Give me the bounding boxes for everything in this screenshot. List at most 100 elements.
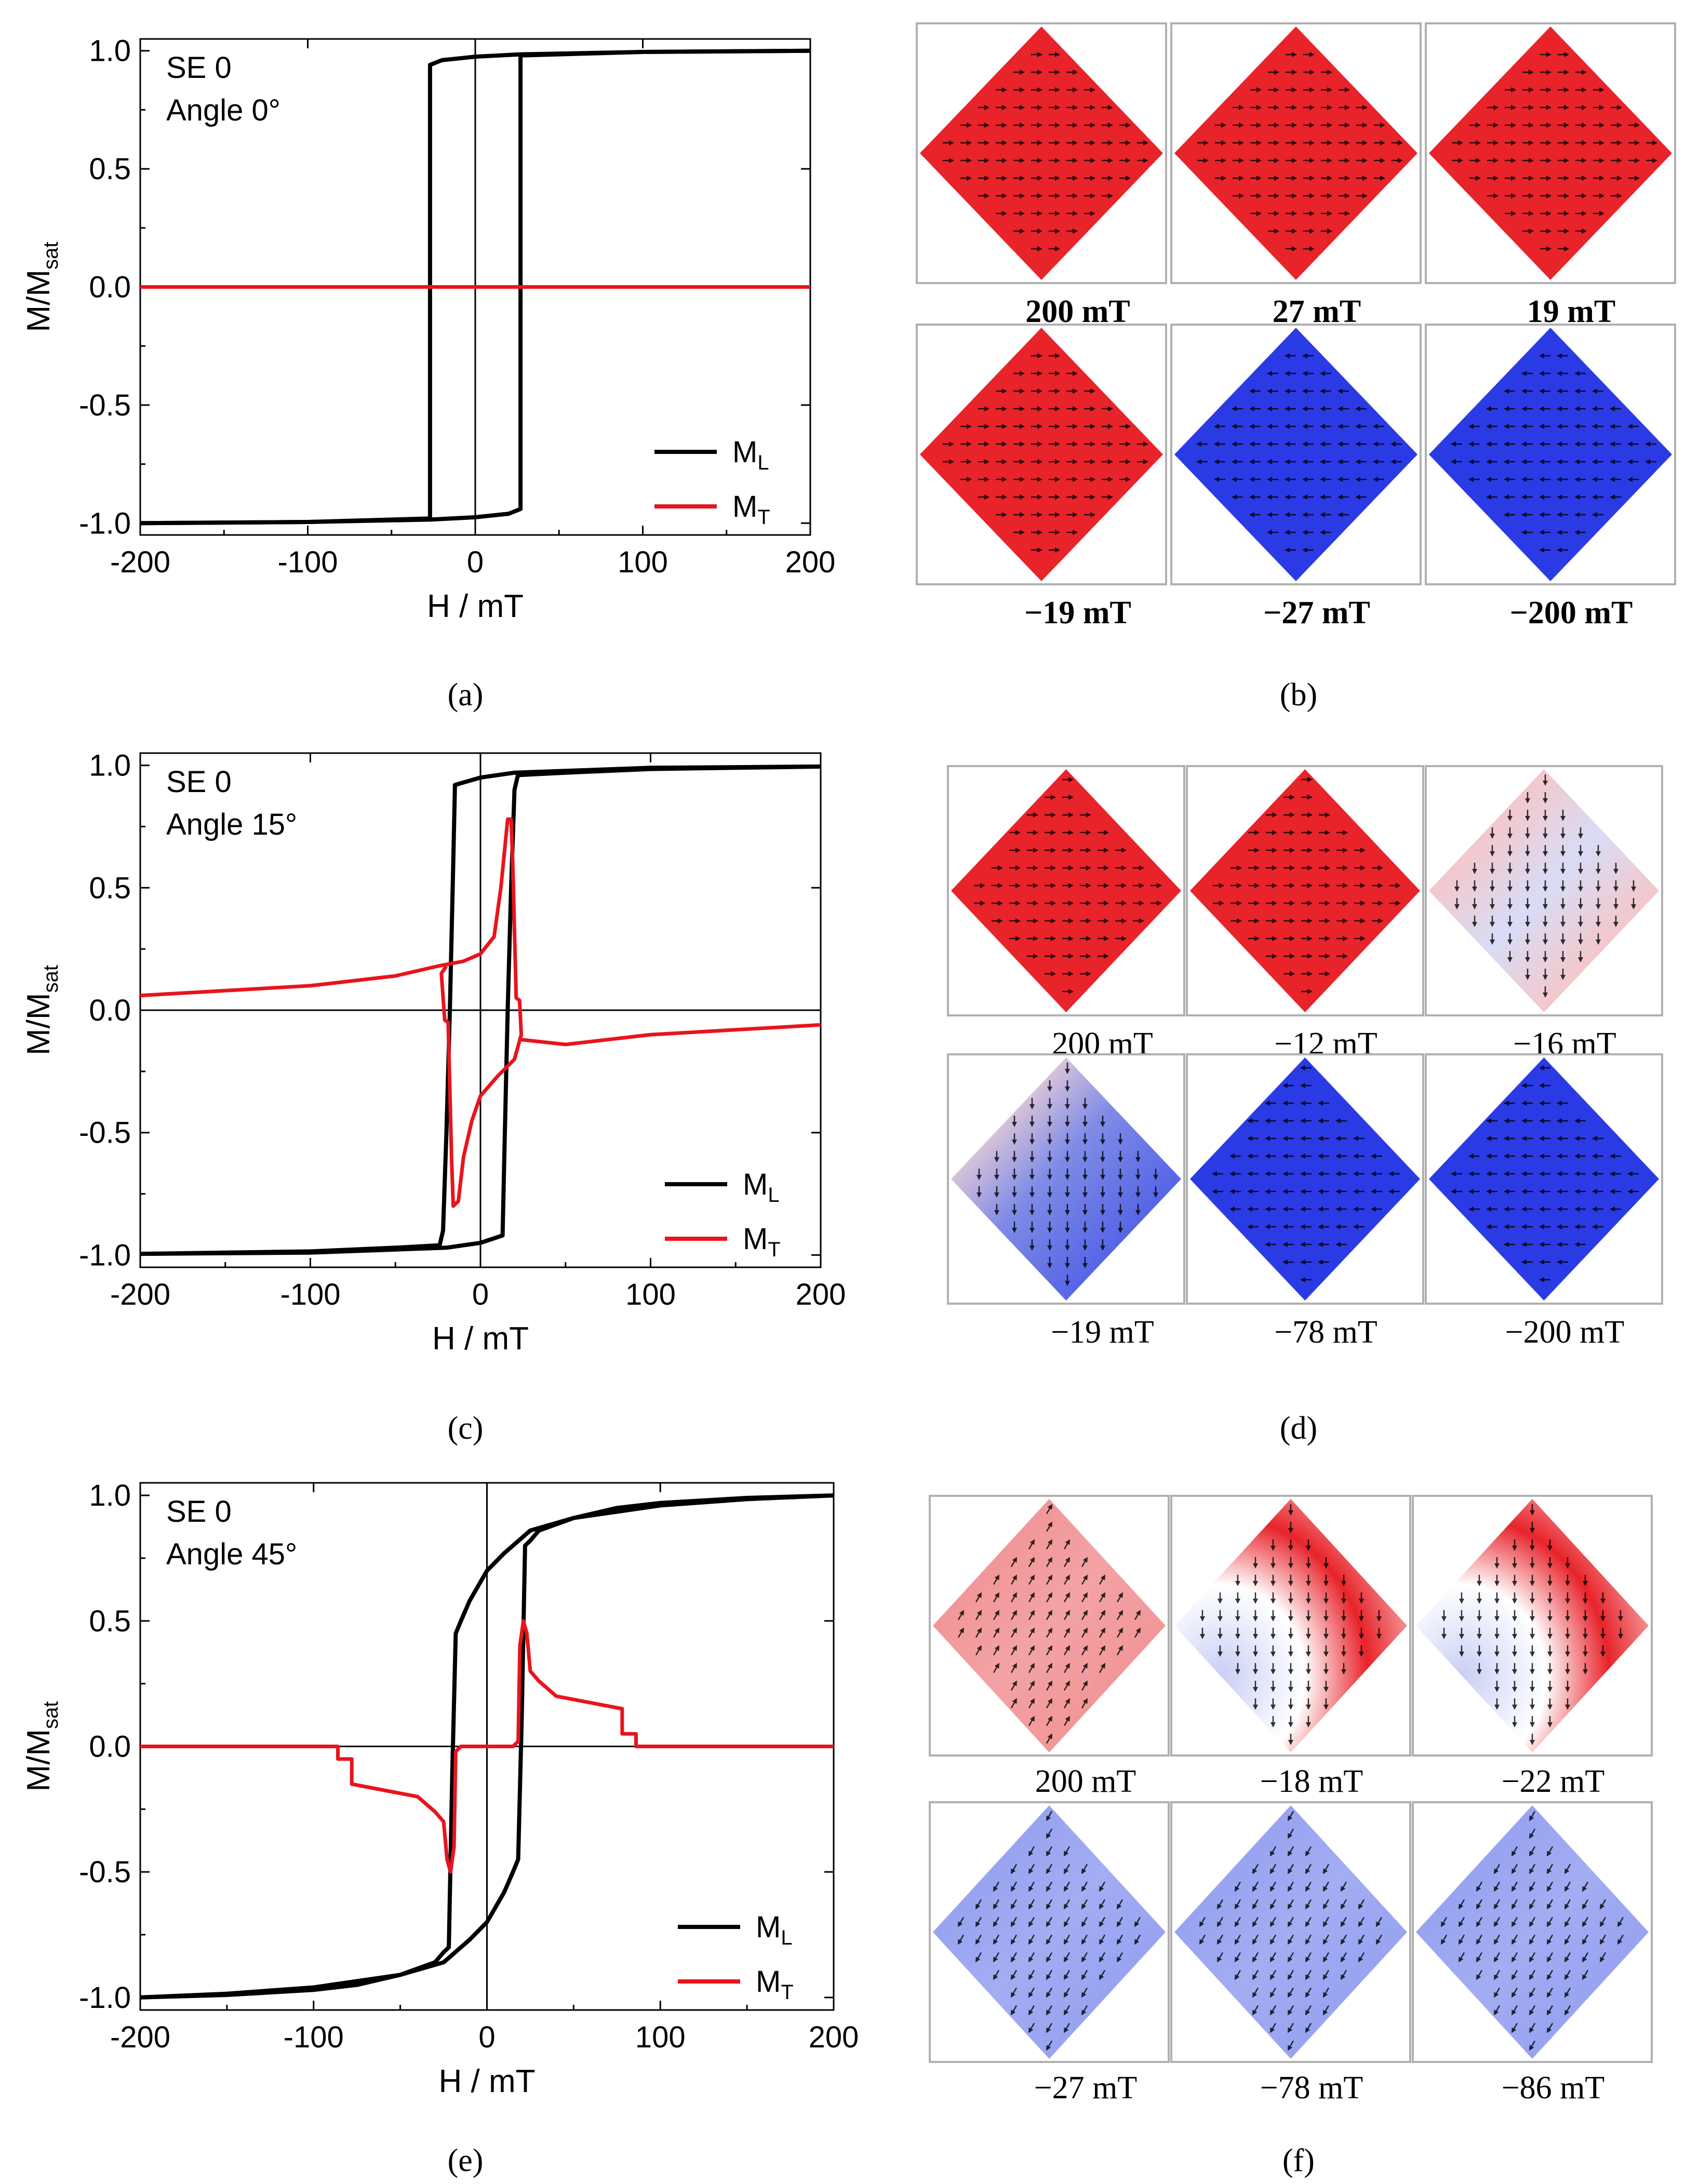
magnetization-arrow (1063, 1627, 1071, 1638)
magnetization-arrow (1269, 1846, 1277, 1857)
x-axis-label: H / mT (432, 1321, 529, 1357)
magnetization-arrow (1564, 1899, 1571, 1910)
magnetization-arrow (1046, 1846, 1053, 1857)
chart-annotation: SE 0 (166, 765, 232, 799)
magnetization-arrow (993, 1881, 1000, 1892)
simulation-tile: −16 mT (1425, 765, 1663, 1062)
magnetization-arrow (1046, 1539, 1053, 1550)
magnetization-arrow (1617, 1917, 1624, 1927)
magnetization-arrow (1028, 1716, 1035, 1726)
magnetization-arrow (993, 1574, 1000, 1585)
field-value-label: −18 mT (1260, 1764, 1363, 1799)
magnetization-arrow (1269, 1899, 1277, 1910)
field-value-label: −200 mT (1505, 1315, 1625, 1350)
magnetization-arrow (1028, 1952, 1035, 1963)
magnetization-field (1174, 26, 1417, 280)
field-value-label: 200 mT (1025, 294, 1130, 329)
magnetization-arrow (1028, 1899, 1035, 1910)
magnetization-arrow (1511, 2022, 1518, 2033)
series-MT (140, 1619, 834, 1874)
magnetization-arrow (1564, 1934, 1571, 1945)
field-value-label: −27 mT (1263, 595, 1370, 631)
magnetization-arrow (1287, 1934, 1294, 1945)
magnetization-arrow (1063, 1574, 1071, 1585)
magnetization-arrow (1010, 1952, 1018, 1963)
magnetization-arrow (1252, 1899, 1259, 1910)
y-axis-label: M/Msat (21, 242, 62, 332)
magnetization-arrow (1234, 1917, 1241, 1927)
magnetization-arrow (1287, 1828, 1294, 1839)
magnetization-arrow (1582, 1881, 1589, 1892)
magnetization-arrow (1599, 1899, 1607, 1910)
magnetization-arrow (993, 1610, 1000, 1620)
magnetization-arrow (1010, 1557, 1018, 1567)
magnetization-arrow (1063, 1881, 1071, 1892)
magnetization-arrow (1529, 1846, 1536, 1857)
magnetization-arrow (1529, 1899, 1536, 1910)
magnetization-arrow (1116, 1610, 1123, 1620)
x-tick-label: -200 (110, 1278, 170, 1311)
magnetization-arrow (1529, 1934, 1536, 1945)
magnetization-arrow (1028, 1663, 1035, 1673)
panel-label-c: (c) (448, 1411, 484, 1446)
series-ML (140, 1493, 834, 2000)
magnetization-arrow (1063, 1610, 1071, 1620)
magnetization-arrow (1010, 2005, 1018, 2016)
magnetization-arrow (1046, 1934, 1053, 1945)
magnetization-arrow (975, 1645, 982, 1656)
magnetization-arrow (1493, 1934, 1501, 1945)
magnetization-arrow (1252, 2005, 1259, 2016)
series-MT (521, 1023, 821, 1047)
x-tick-label: -200 (110, 545, 170, 579)
magnetization-arrow (1063, 1645, 1071, 1656)
magnetization-arrow (1046, 1645, 1053, 1656)
magnetization-arrow (1511, 1917, 1518, 1927)
magnetization-arrow (1046, 1733, 1053, 1744)
magnetization-arrow (1063, 1917, 1071, 1927)
magnetization-arrow (1375, 1917, 1383, 1927)
magnetization-arrow (1305, 1864, 1312, 1874)
magnetization-arrow (1252, 1934, 1259, 1945)
field-value-label: −19 mT (1024, 595, 1131, 631)
magnetization-arrow (1546, 1934, 1554, 1945)
magnetization-arrow (1287, 2022, 1294, 2033)
y-tick-label: 0.5 (89, 871, 131, 905)
magnetization-arrow (1134, 1917, 1141, 1927)
magnetization-arrow (1458, 1952, 1465, 1963)
y-tick-label: -1.0 (79, 1981, 131, 2015)
x-tick-label: 200 (809, 2020, 859, 2054)
magnetization-arrow (1564, 1952, 1571, 1963)
field-value-label: −200 mT (1510, 595, 1633, 631)
magnetization-arrow (993, 1645, 1000, 1656)
magnetization-arrow (1252, 1987, 1259, 1998)
simulation-tile: 200 mT (929, 1495, 1170, 1799)
magnetization-arrow (1322, 1864, 1330, 1874)
magnetization-arrow (1116, 1592, 1123, 1603)
magnetization-arrow (1546, 1899, 1554, 1910)
magnetization-arrow (1028, 1592, 1035, 1603)
magnetization-field (1190, 769, 1420, 1012)
magnetization-arrow (1493, 1917, 1501, 1927)
magnetization-arrow (1305, 1881, 1312, 1892)
magnetization-arrow (1287, 1846, 1294, 1857)
magnetization-arrow (1440, 1934, 1448, 1945)
magnetization-arrow (1028, 1610, 1035, 1620)
magnetization-arrow (1287, 1952, 1294, 1963)
magnetization-arrow (1340, 1969, 1347, 1980)
magnetization-arrow (1199, 1934, 1206, 1945)
magnetization-field (951, 769, 1181, 1012)
magnetization-arrow (1046, 1610, 1053, 1620)
magnetization-arrow (1046, 1811, 1053, 1821)
magnetization-arrow (1081, 1698, 1088, 1709)
chart-annotation: Angle 45° (166, 1537, 297, 1571)
magnetization-arrow (1440, 1917, 1448, 1927)
magnetization-arrow (1287, 1899, 1294, 1910)
magnetization-arrow (1511, 2005, 1518, 2016)
magnetization-arrow (1287, 1864, 1294, 1874)
magnetization-arrow (1529, 2022, 1536, 2033)
magnetization-arrow (1063, 1987, 1071, 1998)
chart-a: -200 -100 0 100 200 1.0 0.5 0.0 -0.5 -1.0 H / mT M/… (21, 34, 835, 624)
simulation-tile: −78 mT (1170, 1801, 1411, 2106)
magnetization-arrow (1476, 1899, 1483, 1910)
magnetization-arrow (1546, 2022, 1554, 2033)
